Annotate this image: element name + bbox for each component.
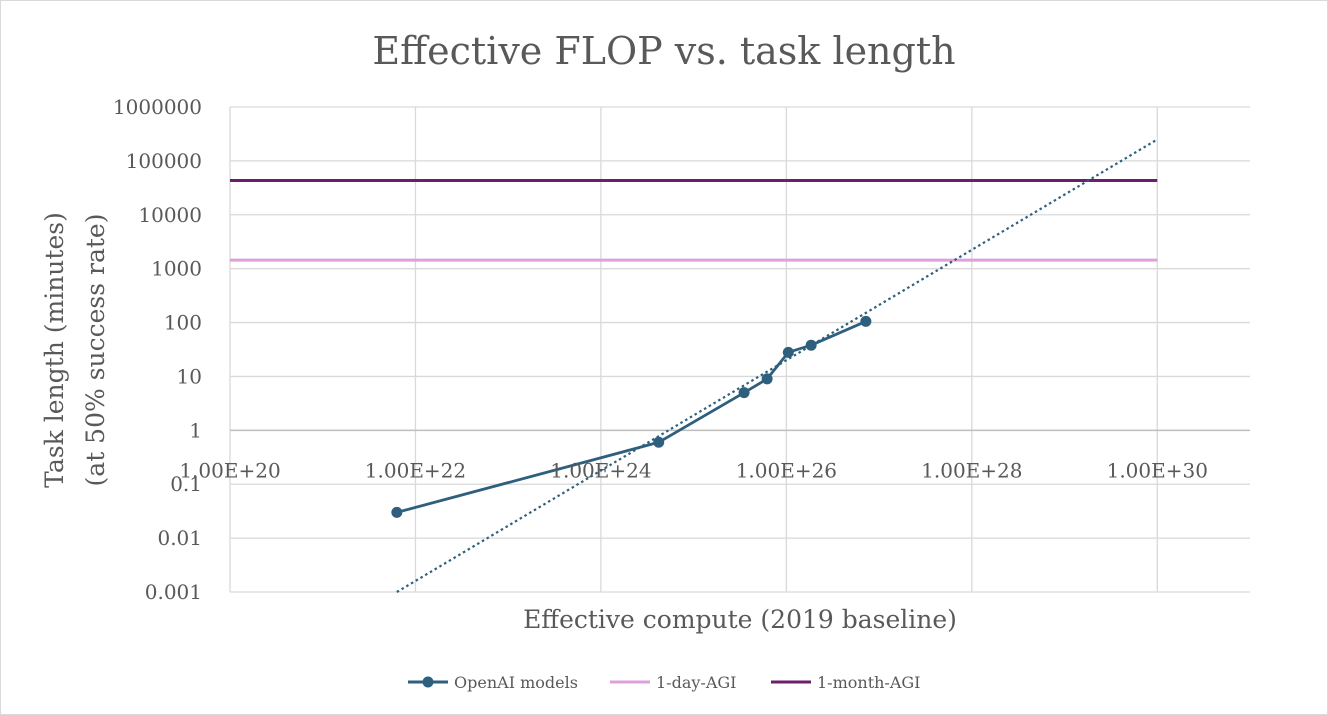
y-tick-label: 10: [177, 364, 202, 388]
y-tick-label: 1000000: [113, 95, 202, 119]
legend: OpenAI models 1-day-AGI 1-month-AGI: [408, 673, 921, 692]
y-tick-label: 0.1: [170, 472, 202, 496]
data-point: [860, 315, 872, 327]
legend-label: 1-month-AGI: [817, 673, 921, 692]
legend-marker: [422, 676, 434, 688]
data-point: [782, 346, 794, 358]
legend-label: 1-day-AGI: [656, 673, 736, 692]
x-tick-label: 1.00E+28: [921, 458, 1022, 482]
legend-openai-models: OpenAI models: [408, 673, 578, 692]
x-tick-label: 1.00E+22: [365, 458, 466, 482]
data-point: [738, 387, 750, 399]
y-tick-label: 0.01: [157, 526, 202, 550]
y-tick-label: 100: [164, 311, 202, 335]
x-tick-label: 1.00E+26: [736, 458, 837, 482]
legend-1-month-agi: 1-month-AGI: [771, 673, 921, 692]
series-layer: [230, 138, 1158, 593]
legend-1-day-agi: 1-day-AGI: [610, 673, 736, 692]
data-point: [391, 506, 403, 518]
x-tick-label: 1.00E+30: [1107, 458, 1208, 482]
chart-title: Effective FLOP vs. task length: [372, 29, 955, 73]
legend-label: OpenAI models: [454, 673, 578, 692]
y-tick-label: 0.001: [145, 580, 202, 604]
x-tick-label: 1.00E+20: [179, 458, 280, 482]
data-point: [653, 436, 665, 448]
y-tick-label: 10000: [138, 203, 202, 227]
grid-layer: [229, 106, 1250, 593]
tick-layer: 0.001 0.01 0.1 1 10 100 1000 10000 100000 1000000…: [113, 95, 1208, 604]
x-axis-label: Effective compute (2019 baseline): [523, 605, 957, 634]
y-tick-label: 1: [189, 418, 202, 442]
y-axis-label-line2: (at 50% success rate): [81, 214, 110, 487]
x-tick-label: 1.00E+24: [550, 458, 651, 482]
y-tick-label: 100000: [126, 149, 202, 173]
data-point: [761, 373, 773, 385]
data-point: [805, 339, 817, 351]
y-tick-label: 1000: [151, 257, 202, 281]
y-axis-label-line1: Task length (minutes): [40, 212, 69, 488]
